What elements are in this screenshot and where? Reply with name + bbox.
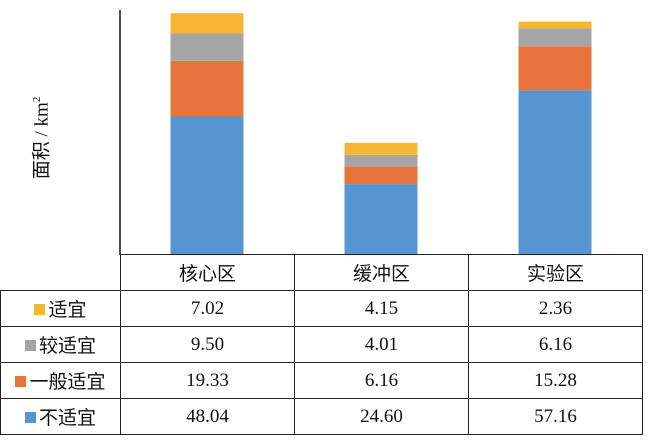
- y-axis-label: 面积 / km2: [27, 97, 54, 180]
- data-label: 24.60: [294, 398, 469, 435]
- bars-group: [170, 13, 592, 255]
- header-row: 核心区 缓冲区 实验区: [0, 254, 643, 291]
- data-label: 57.16: [468, 398, 643, 435]
- data-label: 48.04: [120, 398, 295, 435]
- data-table: 核心区 缓冲区 实验区 适宜 7.02 4.15 2.36 较适宜 9.50 4…: [0, 254, 643, 435]
- bar-segment: [170, 33, 244, 61]
- bar-segment: [344, 166, 418, 185]
- category-label: 缓冲区: [294, 254, 469, 291]
- table-row: 较适宜 9.50 4.01 6.16: [0, 326, 643, 363]
- data-label: 15.28: [468, 362, 643, 399]
- legend-entry: 一般适宜: [0, 362, 121, 399]
- y-axis-label-text: 面积 / km: [31, 102, 53, 180]
- bar-segment: [518, 90, 592, 255]
- table-row: 不适宜 48.04 24.60 57.16: [0, 398, 643, 435]
- data-label: 4.15: [294, 290, 469, 327]
- chart-plot: [119, 10, 592, 255]
- bar-segment: [344, 184, 418, 255]
- bar-segment: [170, 13, 244, 34]
- legend-swatch: [15, 376, 27, 387]
- table-row: 一般适宜 19.33 6.16 15.28: [0, 362, 643, 399]
- legend-label: 不适宜: [38, 408, 96, 429]
- table-row: 适宜 7.02 4.15 2.36: [0, 290, 643, 327]
- data-label: 4.01: [294, 326, 469, 363]
- data-label: 6.16: [294, 362, 469, 399]
- legend-swatch: [24, 340, 36, 351]
- bar-segment: [170, 116, 244, 255]
- bar-segment: [344, 154, 418, 167]
- legend-entry: 适宜: [0, 290, 121, 327]
- data-label: 2.36: [468, 290, 643, 327]
- category-label: 核心区: [120, 254, 295, 291]
- bar-segment: [518, 21, 592, 29]
- category-label: 实验区: [468, 254, 643, 291]
- legend-label: 一般适宜: [29, 372, 106, 393]
- legend-entry: 较适宜: [0, 326, 121, 363]
- y-axis-label-superscript: 2: [31, 96, 44, 103]
- data-label: 6.16: [468, 326, 643, 363]
- bar-segment: [518, 28, 592, 47]
- legend-swatch: [24, 412, 36, 423]
- data-label: 19.33: [120, 362, 295, 399]
- legend-entry: 不适宜: [0, 398, 121, 435]
- data-label: 7.02: [120, 290, 295, 327]
- legend-swatch: [34, 304, 46, 315]
- bar-segment: [344, 142, 418, 155]
- bar-segment: [518, 46, 592, 91]
- corner-cell: [0, 254, 121, 291]
- legend-label: 适宜: [48, 300, 87, 321]
- legend-label: 较适宜: [38, 336, 96, 357]
- data-label: 9.50: [120, 326, 295, 363]
- bar-segment: [170, 60, 244, 117]
